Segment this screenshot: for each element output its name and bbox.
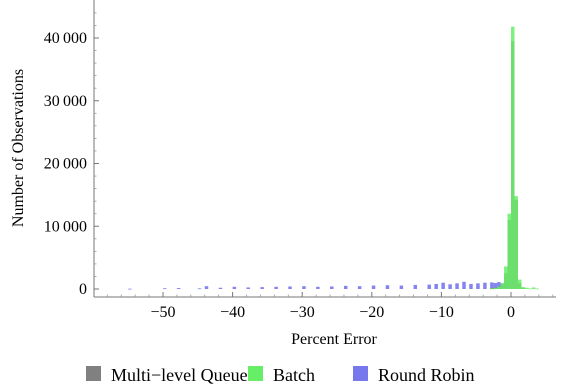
x-axis-title: Percent Error bbox=[291, 331, 377, 348]
bar-batch bbox=[511, 26, 515, 289]
bar-round-robin bbox=[493, 283, 498, 289]
legend-swatch bbox=[353, 366, 368, 381]
bar-batch bbox=[517, 279, 522, 289]
bar-round-robin bbox=[260, 287, 264, 289]
bar-batch bbox=[490, 288, 494, 290]
bar-round-robin bbox=[176, 288, 181, 289]
y-tick-label: 30 000 bbox=[44, 93, 87, 110]
legend-label: Batch bbox=[273, 365, 315, 385]
bar-batch bbox=[504, 266, 508, 289]
bar-batch bbox=[493, 287, 498, 289]
bar-batch bbox=[500, 283, 505, 289]
y-axis-title: Number of Observations bbox=[10, 69, 27, 227]
x-axis-ticks: −50 −40 −30 −20 −10 0 bbox=[106, 292, 554, 321]
y-axis-ticks: 0 10 000 20 000 30 000 40 000 bbox=[44, 12, 99, 298]
bar-round-robin bbox=[490, 282, 494, 289]
bar-batch bbox=[535, 288, 539, 290]
y-tick-label: 0 bbox=[79, 281, 87, 298]
x-tick-label: −50 bbox=[150, 304, 175, 321]
bar-batch bbox=[507, 213, 511, 289]
bar-round-robin bbox=[427, 284, 431, 289]
bar-round-robin bbox=[204, 286, 209, 289]
bar-batch bbox=[528, 288, 532, 290]
bar-round-robin bbox=[232, 286, 237, 289]
bar-round-robin bbox=[246, 287, 250, 289]
bar-round-robin bbox=[385, 285, 390, 289]
bar-round-robin bbox=[462, 281, 466, 289]
bar-batch bbox=[514, 196, 518, 289]
legend-swatch bbox=[86, 366, 101, 381]
y-tick-label: 40 000 bbox=[44, 30, 87, 47]
x-tick-label: −20 bbox=[359, 304, 384, 321]
bar-round-robin bbox=[434, 283, 438, 289]
bar-round-robin bbox=[399, 285, 404, 289]
bar-batch bbox=[524, 287, 529, 289]
bar-round-robin bbox=[441, 282, 445, 289]
legend-swatch bbox=[248, 366, 263, 381]
bar-round-robin bbox=[448, 284, 452, 289]
x-tick-label: −40 bbox=[220, 304, 245, 321]
bar-round-robin bbox=[302, 286, 306, 289]
bar-round-robin bbox=[371, 285, 376, 289]
bar-round-robin bbox=[330, 286, 334, 289]
bar-round-robin bbox=[357, 286, 362, 289]
bar-round-robin bbox=[483, 282, 487, 289]
legend-label: Round Robin bbox=[378, 365, 475, 385]
bar-round-robin bbox=[497, 282, 501, 289]
bar-round-robin bbox=[274, 286, 278, 289]
bar-round-robin bbox=[128, 288, 132, 290]
bar-round-robin bbox=[455, 283, 459, 289]
bar-batch bbox=[531, 287, 536, 289]
x-tick-label: −30 bbox=[290, 304, 315, 321]
bar-batch bbox=[521, 287, 525, 289]
y-tick-label: 20 000 bbox=[44, 156, 87, 173]
bars-layer bbox=[128, 26, 539, 290]
x-tick-label: −10 bbox=[429, 304, 454, 321]
y-tick-label: 10 000 bbox=[44, 218, 87, 235]
bar-round-robin bbox=[218, 287, 223, 289]
bar-round-robin bbox=[469, 283, 473, 289]
bar-round-robin bbox=[316, 286, 320, 289]
bar-batch bbox=[497, 286, 501, 289]
bar-round-robin bbox=[197, 288, 202, 290]
bar-round-robin bbox=[288, 286, 292, 289]
legend: Multi−level Queue Batch Round Robin bbox=[86, 365, 475, 385]
x-tick-label: 0 bbox=[507, 304, 515, 321]
bar-round-robin bbox=[343, 285, 348, 289]
bar-round-robin bbox=[476, 283, 480, 289]
bar-round-robin bbox=[163, 288, 167, 290]
bar-round-robin bbox=[413, 284, 418, 289]
legend-label: Multi−level Queue bbox=[111, 365, 248, 385]
